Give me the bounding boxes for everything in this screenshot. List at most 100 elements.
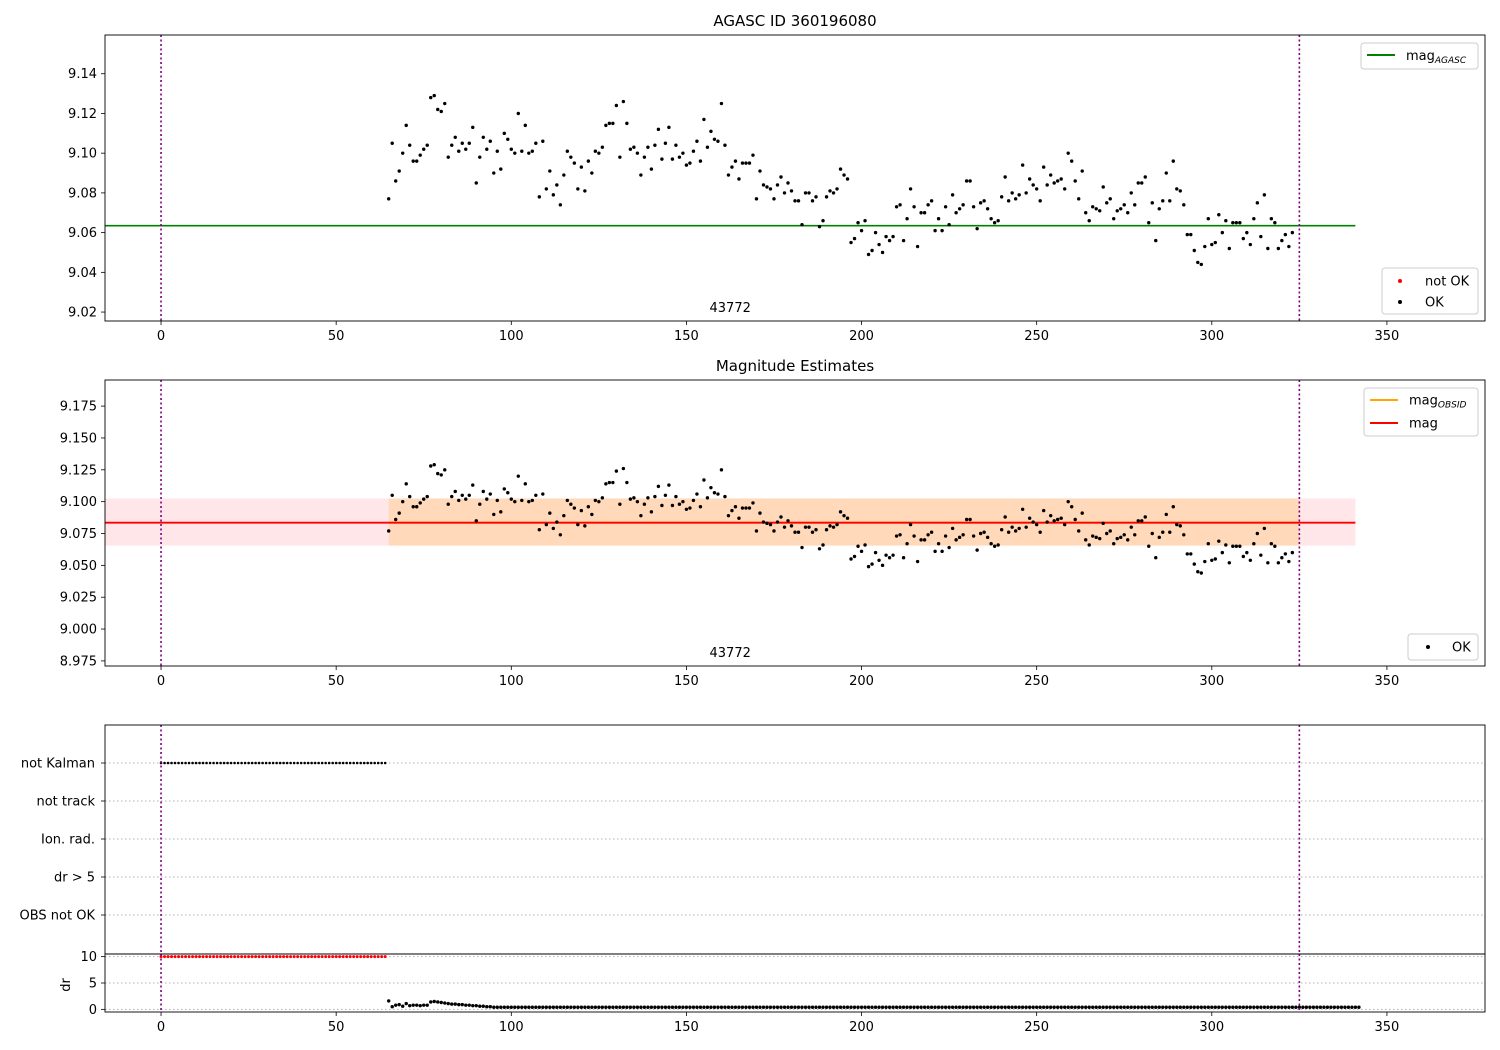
dr-point-ok bbox=[856, 1005, 860, 1009]
dr-point-ok bbox=[516, 1005, 520, 1009]
data-point-ok bbox=[565, 498, 570, 503]
dr-point-ok bbox=[1213, 1005, 1218, 1009]
dr-point-ok bbox=[842, 1005, 846, 1009]
data-point-ok bbox=[1210, 242, 1214, 247]
dr-point-ok bbox=[1055, 1005, 1060, 1009]
data-point-ok bbox=[779, 515, 783, 519]
data-point-ok bbox=[688, 161, 692, 165]
data-point-ok bbox=[1238, 220, 1242, 225]
data-point-ok bbox=[814, 527, 818, 532]
flag-point bbox=[359, 761, 362, 765]
data-point-ok bbox=[765, 521, 769, 526]
dr-point-ok bbox=[873, 1005, 878, 1009]
data-point-ok bbox=[604, 123, 608, 128]
dr-point-ok bbox=[751, 1005, 755, 1009]
dr-point-ok bbox=[443, 1001, 447, 1005]
dr-point-ok bbox=[793, 1005, 797, 1009]
dr-point-ok bbox=[978, 1005, 983, 1009]
data-point-ok bbox=[849, 557, 853, 561]
flag-point bbox=[247, 761, 250, 765]
data-point-ok bbox=[565, 149, 570, 153]
data-point-ok bbox=[460, 141, 464, 145]
data-point-ok bbox=[996, 219, 1000, 223]
data-point-ok bbox=[975, 548, 979, 552]
dr-point-ok bbox=[534, 1005, 538, 1009]
data-point-ok bbox=[891, 553, 895, 557]
data-point-ok bbox=[1062, 522, 1067, 527]
dr-point-ok bbox=[1105, 1005, 1109, 1009]
dr-point-ok bbox=[796, 1005, 801, 1009]
data-point-ok bbox=[422, 497, 426, 501]
data-point-ok bbox=[1080, 169, 1084, 173]
data-point-ok bbox=[947, 222, 951, 227]
flag-point bbox=[198, 761, 201, 765]
dr-point-ok bbox=[709, 1005, 713, 1009]
dr-point-ok bbox=[1168, 1005, 1172, 1009]
dr-point-not-ok bbox=[327, 955, 331, 959]
dr-point-ok bbox=[1297, 1005, 1302, 1009]
data-point-ok bbox=[908, 522, 913, 527]
data-point-ok bbox=[999, 195, 1004, 199]
dr-point-ok bbox=[1164, 1005, 1168, 1009]
flag-point bbox=[320, 761, 324, 765]
dr-point-ok bbox=[460, 1002, 464, 1007]
dr-point-ok bbox=[418, 1003, 422, 1008]
data-point-ok bbox=[691, 498, 696, 503]
data-point-ok bbox=[835, 187, 839, 191]
dr-point-ok bbox=[1178, 1005, 1182, 1009]
data-point-ok bbox=[453, 135, 457, 139]
data-point-ok bbox=[597, 499, 601, 504]
dr-point-ok bbox=[894, 1005, 899, 1009]
dr-point-ok bbox=[537, 1005, 542, 1009]
flag-point bbox=[268, 761, 271, 765]
legend-label-base: mag bbox=[1409, 417, 1438, 432]
x-tick-label: 0 bbox=[157, 674, 165, 689]
data-point-ok bbox=[397, 511, 401, 515]
legend-point-label: OK bbox=[1452, 641, 1471, 656]
data-point-ok bbox=[810, 530, 815, 534]
dr-point-ok bbox=[954, 1005, 958, 1009]
dr-point-ok bbox=[674, 1005, 678, 1009]
data-point-ok bbox=[677, 502, 682, 506]
dr-point-ok bbox=[408, 1003, 412, 1008]
x-tick-label: 300 bbox=[1199, 1020, 1224, 1035]
dr-point-ok bbox=[754, 1005, 759, 1009]
data-point-ok bbox=[789, 524, 794, 528]
dr-point-ok bbox=[656, 1005, 661, 1009]
data-point-ok bbox=[474, 181, 478, 185]
data-point-ok bbox=[782, 525, 787, 529]
dr-point-ok bbox=[1161, 1005, 1165, 1009]
data-point-ok bbox=[950, 193, 955, 197]
data-point-ok bbox=[1091, 534, 1095, 538]
data-point-ok bbox=[866, 252, 871, 257]
dr-point-ok bbox=[919, 1005, 923, 1009]
data-point-ok bbox=[915, 244, 920, 249]
data-point-ok bbox=[579, 508, 584, 513]
dr-point-not-ok bbox=[383, 955, 387, 959]
dr-point-ok bbox=[1087, 1005, 1091, 1009]
dr-point-ok bbox=[1129, 1005, 1133, 1009]
data-point-ok bbox=[891, 234, 895, 239]
x-tick-label: 200 bbox=[849, 329, 874, 344]
dr-point-ok bbox=[607, 1005, 612, 1009]
data-point-ok bbox=[786, 181, 790, 185]
data-point-ok bbox=[418, 153, 422, 157]
flag-point bbox=[170, 761, 173, 765]
data-point-ok bbox=[898, 203, 902, 207]
dr-point-not-ok bbox=[366, 955, 370, 959]
data-point-ok bbox=[1259, 553, 1263, 557]
data-point-ok bbox=[1210, 558, 1214, 562]
dr-point-not-ok bbox=[226, 955, 230, 959]
data-point-ok bbox=[1157, 207, 1161, 211]
data-point-ok bbox=[1098, 536, 1102, 541]
dr-point-not-ok bbox=[236, 955, 240, 959]
dr-point-ok bbox=[1350, 1005, 1354, 1009]
data-point-ok bbox=[1241, 236, 1246, 241]
dr-point-ok bbox=[663, 1005, 668, 1009]
data-point-ok bbox=[425, 143, 429, 147]
flag-point bbox=[233, 761, 236, 765]
data-point-ok bbox=[943, 205, 948, 209]
dr-point-not-ok bbox=[250, 955, 254, 959]
data-point-ok bbox=[1231, 220, 1235, 225]
data-point-ok bbox=[1150, 201, 1154, 205]
